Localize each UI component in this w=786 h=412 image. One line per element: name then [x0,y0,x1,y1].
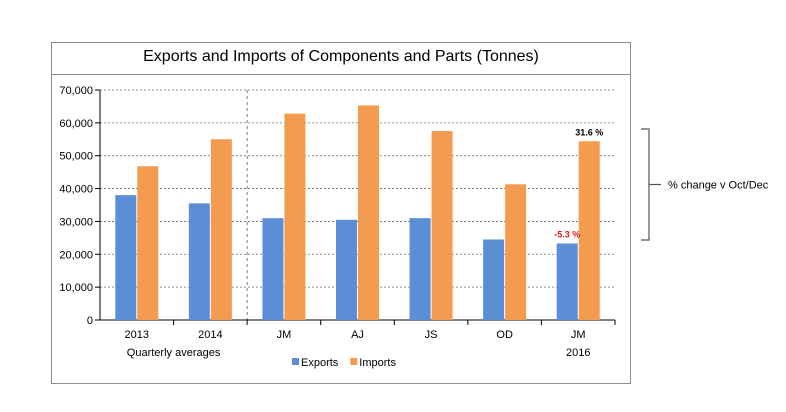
category-label: AJ [351,329,364,341]
bars [115,105,600,321]
bar-exports [188,203,210,320]
annotations: 31.6 % -5.3 % [554,127,603,239]
change-annotation: -5.3 % [554,229,580,239]
y-tick-label: 30,000 [59,216,93,228]
bar-exports [556,243,578,320]
category-label: JM [571,329,586,341]
y-tick-label: 40,000 [59,184,93,196]
legend-swatch [350,358,358,365]
bar-imports [284,113,306,321]
y-axis: 0 10,000 20,000 30,000 40,000 50,000 60,000 70,… [59,85,616,327]
chart-title: Exports and Imports of Components and Pa… [143,48,539,65]
x-axis-labels: 2013 2014 JM AJ JS OD JM 2016 Quarterly averages [125,329,591,359]
bar-imports [431,131,453,320]
bar-exports [483,239,505,320]
y-tick-label: 20,000 [59,249,93,261]
side-bracket: % change v Oct/Dec [641,128,769,241]
gridlines [100,89,615,320]
category-label: JS [425,329,438,341]
bar-imports [358,105,379,320]
group-label: Quarterly averages [127,347,221,359]
y-tick-label: 60,000 [59,118,93,130]
category-sublabel: 2016 [566,347,590,359]
bar-exports [115,195,137,320]
legend-label: Imports [359,357,396,369]
bar-imports [137,166,159,320]
y-tick-label: 70,000 [59,85,93,97]
category-label: JM [277,329,292,341]
bar-imports [210,139,232,320]
legend-label: Exports [301,357,339,369]
title-divider [52,74,630,75]
bar-imports [505,184,527,320]
bar-exports [409,218,431,320]
change-annotation: 31.6 % [575,127,603,137]
bracket [641,128,650,241]
y-tick-label: 10,000 [59,282,93,294]
legend: Exports Imports [292,357,396,369]
y-tick-label: 0 [87,315,93,327]
category-label: OD [496,329,513,341]
y-tick-label: 50,000 [59,151,93,163]
bar-exports [262,218,284,320]
category-label: 2013 [125,329,149,341]
bar-exports [336,219,357,320]
side-note: % change v Oct/Dec [668,180,769,192]
category-label: 2014 [198,329,222,341]
legend-swatch [292,358,299,365]
bar-imports [578,141,600,320]
